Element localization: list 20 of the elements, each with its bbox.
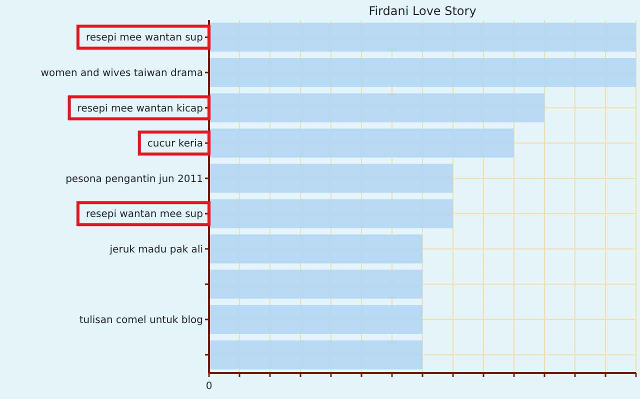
bar (209, 22, 636, 52)
y-tick-label: women and wives taiwan drama (40, 68, 203, 80)
bar (209, 128, 514, 158)
y-tick-label: resepi mee wantan sup (86, 32, 203, 44)
y-tick-label: pesona pengantin jun 2011 (66, 174, 203, 185)
bar (209, 199, 453, 228)
y-tick-label: resepi wantan mee sup (86, 209, 203, 220)
bar (209, 58, 636, 87)
bar (209, 305, 422, 334)
y-tick-label: tulisan comel untuk blog (79, 314, 203, 326)
y-tick-label: jeruk madu pak ali (108, 244, 203, 256)
chart-title: Firdani Love Story (368, 4, 476, 18)
bar (209, 93, 545, 122)
bar (209, 164, 453, 193)
bar (209, 270, 422, 299)
y-tick-label: resepi mee wantan kicap (77, 103, 203, 114)
y-tick-label: cucur keria (147, 138, 203, 150)
bar (209, 340, 422, 370)
text: 0 (206, 381, 212, 392)
bar (209, 234, 422, 264)
